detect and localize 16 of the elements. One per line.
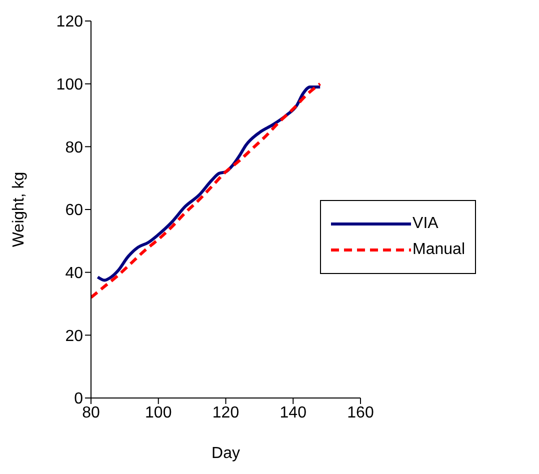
legend-label: VIA: [412, 215, 438, 233]
x-tick-label: 140: [280, 404, 307, 422]
x-tick-label: 120: [212, 404, 240, 422]
y-tick-label: 20: [65, 328, 84, 345]
x-tick-label: 100: [145, 404, 172, 422]
legend-label: Manual: [412, 241, 465, 259]
y-tick-label: 40: [65, 265, 84, 282]
y-tick-label: 60: [65, 202, 84, 220]
y-tick-label: 80: [65, 139, 84, 156]
y-tick-label: 120: [56, 14, 84, 31]
y-axis-title: Weight, kg: [10, 172, 28, 248]
x-tick-label: 160: [347, 404, 374, 422]
x-axis-title: Day: [212, 445, 240, 462]
y-tick-label: 100: [56, 76, 84, 94]
x-tick-label: 80: [82, 404, 100, 422]
y-tick-label: 0: [74, 390, 84, 408]
